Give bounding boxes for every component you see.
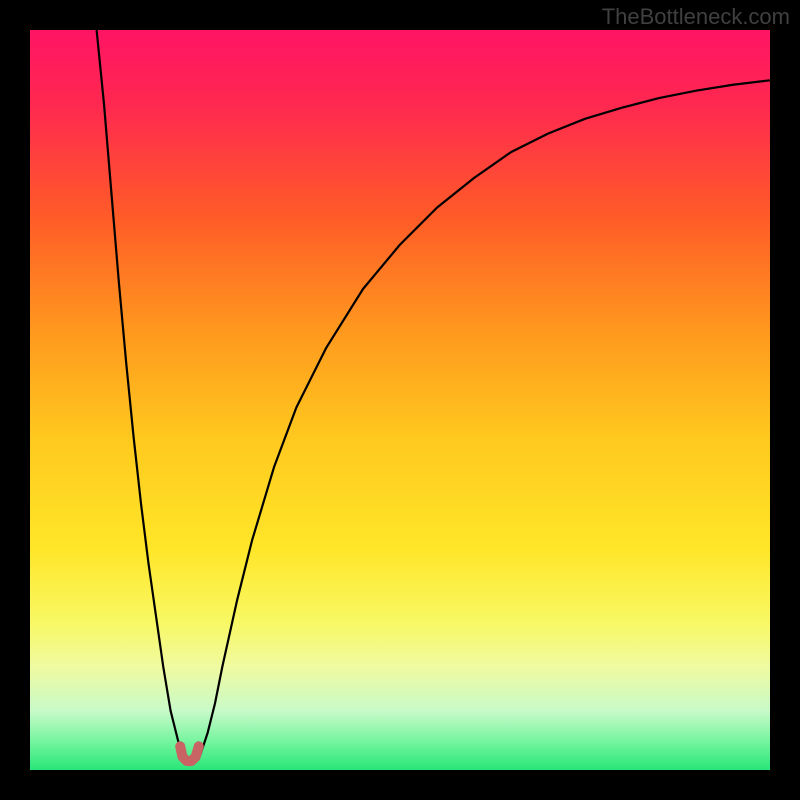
chart-stage: TheBottleneck.com bbox=[0, 0, 800, 800]
chart-svg bbox=[0, 0, 800, 800]
watermark-text: TheBottleneck.com bbox=[602, 4, 790, 30]
plot-background bbox=[30, 30, 770, 770]
